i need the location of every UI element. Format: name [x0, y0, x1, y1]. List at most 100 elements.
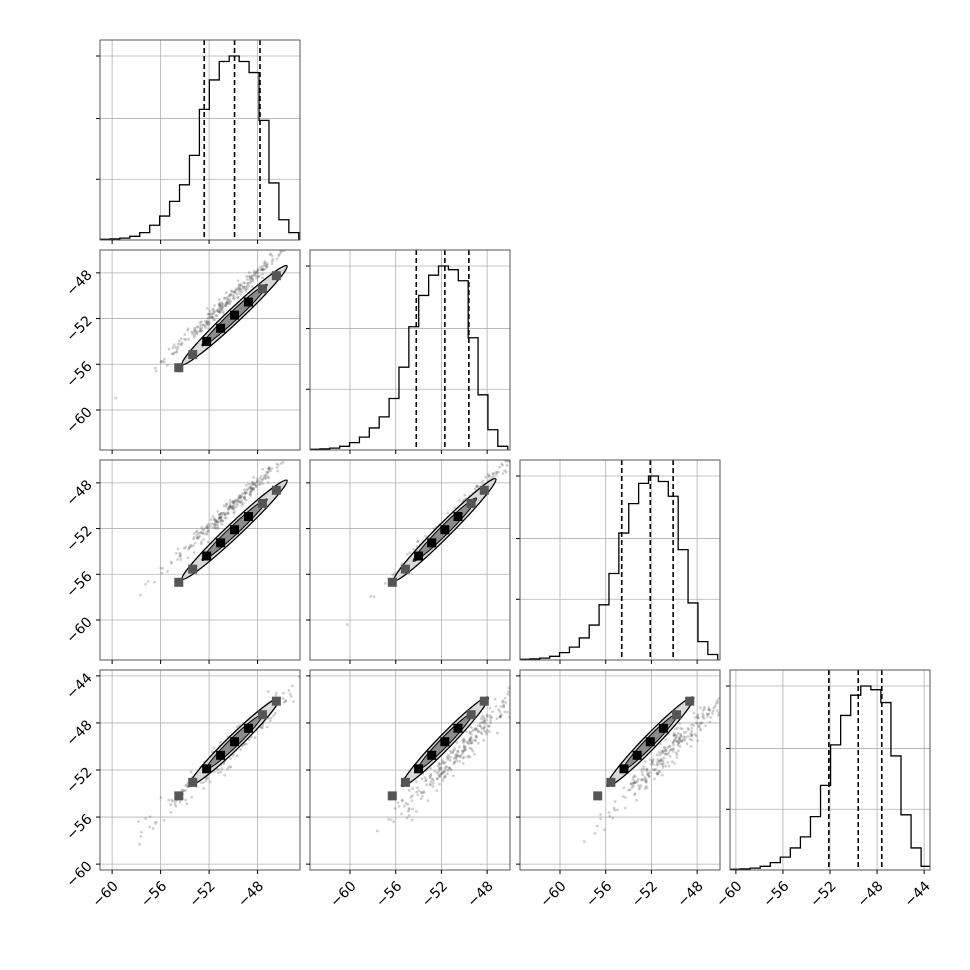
scatter-point — [195, 332, 199, 336]
scatter-point — [409, 795, 413, 799]
density-cell — [453, 512, 463, 522]
scatter-point — [180, 788, 184, 792]
scatter-point — [622, 786, 626, 790]
scatter-point — [641, 773, 645, 777]
scatter-point — [208, 780, 212, 784]
scatter-point — [270, 259, 274, 263]
scatter-point — [219, 511, 223, 515]
scatter-point — [233, 499, 237, 503]
scatter-point — [636, 777, 640, 781]
scatter-point — [214, 314, 218, 317]
scatter-point — [231, 294, 235, 297]
scatter-point — [463, 493, 467, 497]
scatter-point — [666, 753, 669, 756]
scatter-point — [723, 690, 726, 693]
scatter-point — [235, 498, 239, 502]
scatter-point — [639, 778, 643, 782]
scatter-point — [387, 817, 390, 821]
scatter-point — [449, 751, 453, 755]
scatter-point — [725, 688, 728, 691]
scatter-point — [412, 547, 415, 551]
scatter-point — [479, 730, 483, 734]
scatter-point — [235, 292, 239, 296]
scatter-point — [223, 513, 227, 517]
scatter-point — [193, 326, 197, 330]
scatter-point — [707, 712, 711, 716]
density-cell — [593, 791, 603, 801]
scatter-point — [697, 724, 701, 728]
scatter-point — [234, 287, 238, 291]
scatter-point — [210, 316, 214, 319]
scatter-point — [231, 506, 234, 509]
scatter-point — [262, 263, 266, 267]
scatter-point — [708, 708, 712, 712]
scatter-point — [248, 486, 251, 490]
density-cell — [174, 577, 184, 587]
scatter-point — [180, 341, 184, 345]
scatter-point — [249, 483, 253, 487]
scatter-point — [458, 759, 462, 763]
scatter-point — [447, 766, 451, 770]
scatter-point — [725, 702, 728, 705]
scatter-point — [452, 756, 456, 760]
scatter-point — [708, 720, 712, 724]
scatter-point — [258, 265, 262, 269]
density-cell — [257, 498, 267, 508]
scatter-point — [213, 318, 217, 321]
scatter-point — [678, 722, 682, 725]
scatter-point — [217, 308, 220, 311]
scatter-point — [369, 594, 372, 598]
scatter-point — [264, 476, 268, 480]
scatter-point — [748, 673, 751, 676]
scatter-point — [406, 803, 410, 806]
scatter-point — [217, 309, 221, 313]
scatter-point — [403, 804, 406, 808]
scatter-point — [621, 795, 625, 798]
scatter-point — [251, 482, 255, 485]
scatter-point — [671, 741, 675, 744]
scatter-point — [203, 326, 207, 329]
scatter-point — [244, 286, 247, 289]
scatter-point — [159, 796, 163, 800]
scatter-point — [248, 275, 252, 279]
scatter-point — [244, 288, 247, 291]
scatter-point — [231, 507, 234, 511]
scatter-point — [279, 250, 283, 254]
scatter-point — [656, 772, 659, 776]
density-cell — [188, 350, 198, 360]
scatter-point — [232, 501, 236, 505]
scatter-point — [226, 511, 230, 514]
scatter-point — [208, 316, 212, 320]
scatter-point — [428, 775, 432, 779]
scatter-point — [593, 831, 597, 835]
scatter-point — [202, 787, 206, 790]
scatter-point — [219, 310, 222, 314]
scatter-point — [416, 540, 419, 543]
scatter-point — [182, 547, 186, 550]
scatter-point — [431, 784, 435, 788]
scatter-point — [270, 467, 274, 471]
scatter-point — [668, 754, 672, 758]
scatter-point — [208, 320, 211, 324]
scatter-point — [258, 274, 262, 278]
scatter-point — [518, 443, 521, 446]
scatter-point — [668, 744, 672, 748]
scatter-point — [204, 777, 208, 781]
scatter-point — [200, 329, 204, 333]
scatter-point — [248, 277, 252, 281]
scatter-point — [226, 295, 230, 299]
scatter-point — [482, 715, 486, 719]
scatter-point — [690, 729, 694, 733]
scatter-point — [242, 496, 246, 500]
scatter-point — [195, 530, 198, 534]
scatter-point — [184, 338, 188, 342]
scatter-point — [658, 753, 662, 757]
scatter-point — [473, 727, 477, 731]
density-cell — [257, 710, 267, 720]
scatter-point — [456, 749, 460, 753]
scatter-point — [431, 781, 435, 785]
scatter-point — [265, 265, 268, 268]
scatter-point — [144, 817, 147, 820]
panel-frame — [309, 459, 511, 661]
scatter-point — [507, 686, 510, 690]
